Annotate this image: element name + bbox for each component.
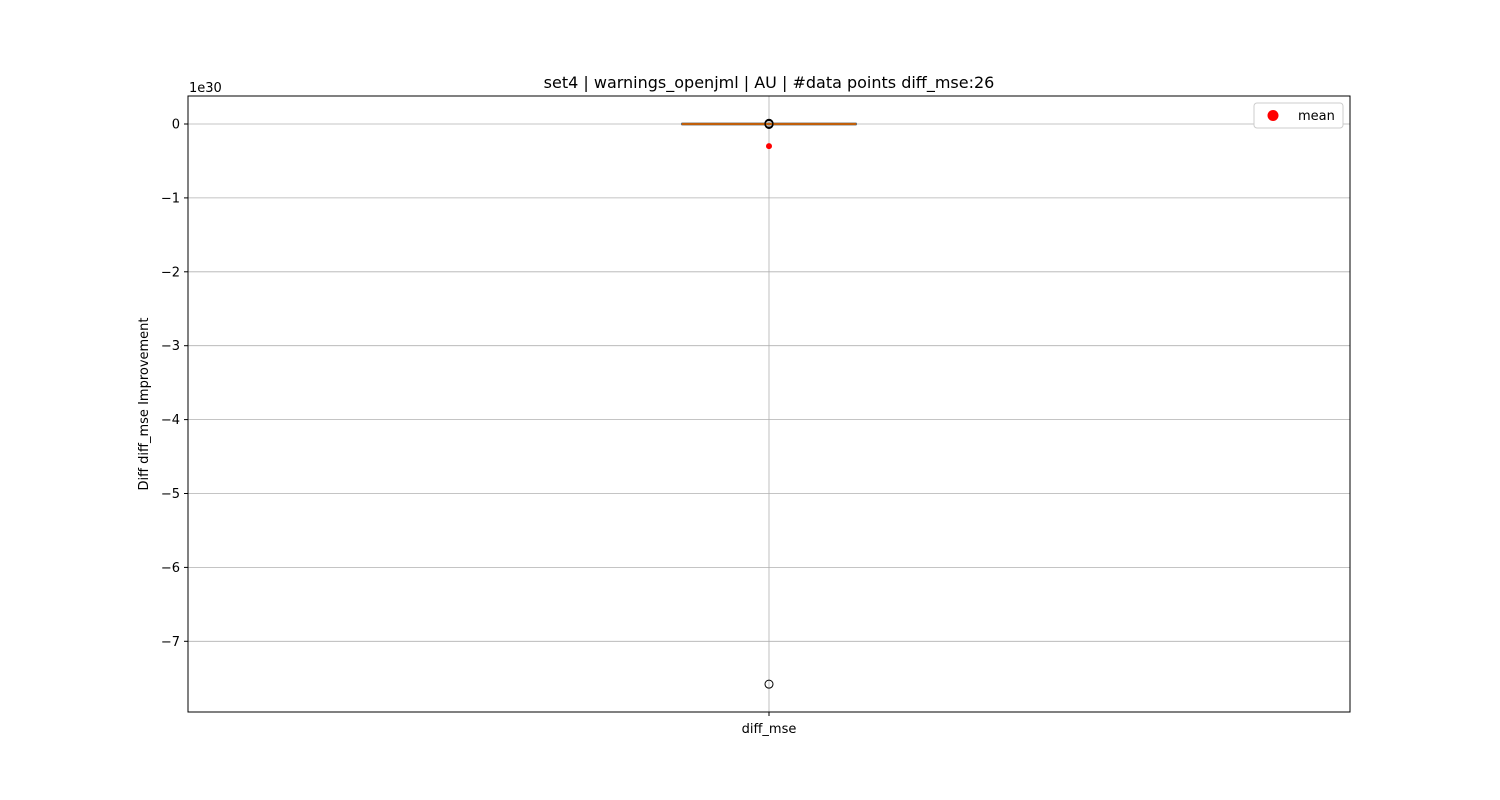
x-tick-label-diff-mse: diff_mse [742,722,797,737]
chart-title: set4 | warnings_openjml | AU | #data poi… [544,73,995,93]
outlier-point [764,119,774,129]
y-tick-label: −4 [161,413,180,428]
y-axis-multiplier: 1e30 [189,81,222,96]
legend-mean-label: mean [1298,109,1335,124]
y-tick-label: −2 [161,265,180,280]
y-tick-label: −6 [161,561,180,576]
outlier-point [764,679,774,689]
legend-mean-marker [1267,110,1279,121]
y-axis-label: Diff diff_mse Improvement [137,317,152,490]
legend-box [1253,102,1344,129]
grid-lines [188,96,1350,712]
y-tick-label: −1 [161,191,180,206]
y-tick-label: 0 [172,118,180,133]
legend: mean [1253,102,1344,129]
y-axis: 0 −1 −2 −3 −4 −5 −6 −7 [161,118,188,650]
box-plot [681,118,857,689]
y-tick-label: −7 [161,635,180,650]
y-tick-label: −5 [161,487,180,502]
mean-point [766,143,772,150]
y-tick-label: −3 [161,339,180,354]
